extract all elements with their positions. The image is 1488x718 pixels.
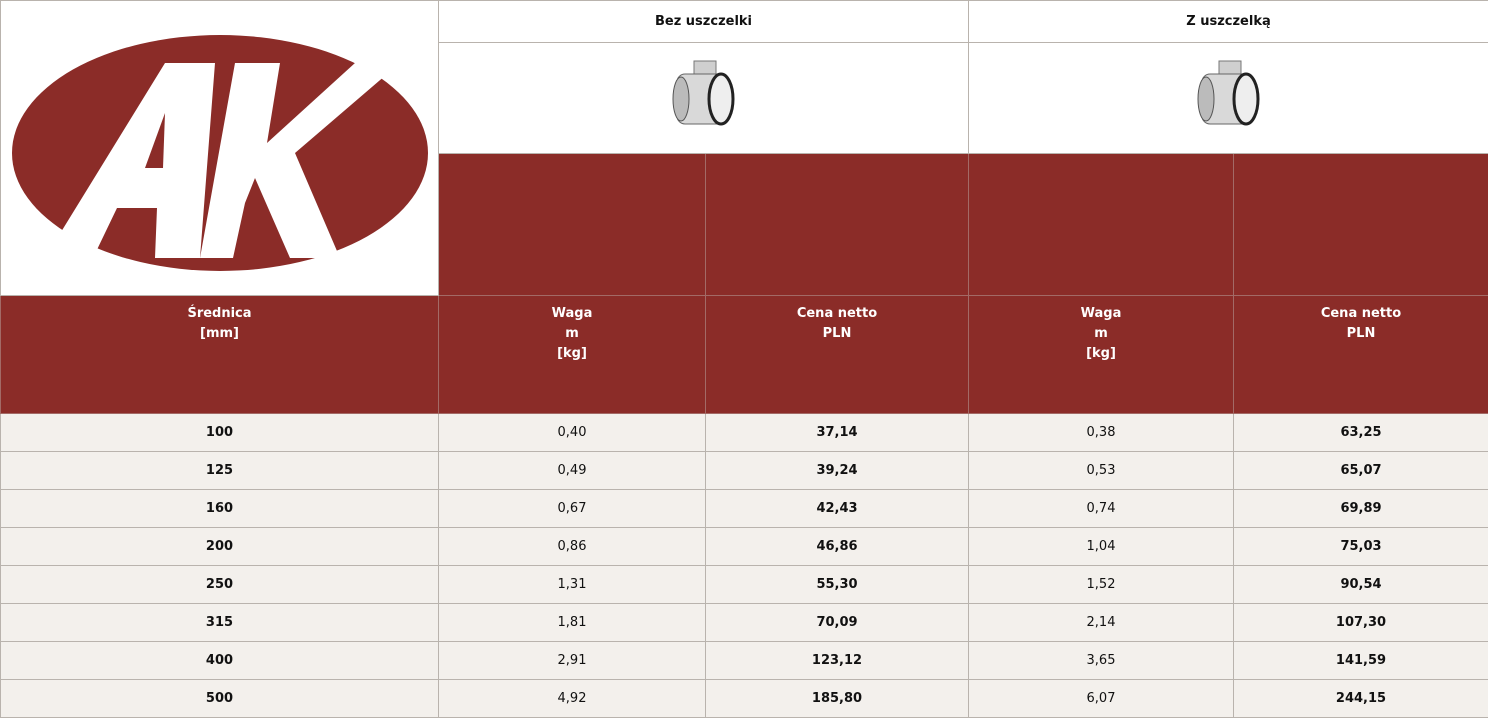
data-cell: 107,30 — [1234, 604, 1488, 642]
data-cell: 90,54 — [1234, 566, 1488, 604]
data-cell: 6,07 — [969, 680, 1234, 718]
group-header: Bez uszczelki — [439, 1, 969, 43]
logo-cell — [1, 1, 439, 296]
header-line: [kg] — [969, 344, 1233, 364]
data-cell: 55,30 — [706, 566, 969, 604]
data-cell: 0,49 — [439, 452, 706, 490]
product-image — [1194, 56, 1264, 136]
data-cell: 123,12 — [706, 642, 969, 680]
data-cell: 65,07 — [1234, 452, 1488, 490]
band-cell — [706, 154, 969, 296]
column-header: Średnica[mm] — [1, 296, 439, 414]
header-line: m — [969, 324, 1233, 344]
data-cell: 37,14 — [706, 414, 969, 452]
group-header: Z uszczelką — [969, 1, 1488, 43]
header-line: Waga — [969, 304, 1233, 324]
header-line: Cena netto — [1234, 304, 1488, 324]
data-cell: 3,65 — [969, 642, 1234, 680]
price-table: Bez uszczelki Z uszczelką — [0, 0, 1488, 718]
page: Bez uszczelki Z uszczelką — [0, 0, 1488, 711]
logo — [5, 3, 435, 289]
header-line: PLN — [1234, 324, 1488, 344]
data-cell: 200 — [1, 528, 439, 566]
data-cell: 400 — [1, 642, 439, 680]
data-cell: 2,14 — [969, 604, 1234, 642]
data-cell: 0,86 — [439, 528, 706, 566]
data-cell: 4,92 — [439, 680, 706, 718]
data-cell: 1,04 — [969, 528, 1234, 566]
band-cell — [1234, 154, 1488, 296]
data-cell: 141,59 — [1234, 642, 1488, 680]
data-cell: 1,81 — [439, 604, 706, 642]
header-line: Średnica — [1, 304, 438, 324]
data-cell: 0,67 — [439, 490, 706, 528]
data-cell: 0,38 — [969, 414, 1234, 452]
data-cell: 0,74 — [969, 490, 1234, 528]
header-line: Cena netto — [706, 304, 968, 324]
data-cell: 69,89 — [1234, 490, 1488, 528]
band-cell — [439, 154, 706, 296]
data-cell: 0,40 — [439, 414, 706, 452]
group-header-row: Bez uszczelki Z uszczelką — [1, 1, 1488, 43]
header-line: Waga — [439, 304, 705, 324]
data-cell: 1,31 — [439, 566, 706, 604]
data-cell: 75,03 — [1234, 528, 1488, 566]
header-line: m — [439, 324, 705, 344]
data-cell: 125 — [1, 452, 439, 490]
data-cell: 1,52 — [969, 566, 1234, 604]
data-cell: 42,43 — [706, 490, 969, 528]
data-cell: 63,25 — [1234, 414, 1488, 452]
product-image — [669, 56, 739, 136]
data-cell: 0,53 — [969, 452, 1234, 490]
data-cell: 46,86 — [706, 528, 969, 566]
header-line: PLN — [706, 324, 968, 344]
table-body: Bez uszczelki Z uszczelką — [1, 1, 1488, 718]
product-image-cell — [969, 43, 1488, 154]
data-cell: 100 — [1, 414, 439, 452]
data-cell: 2,91 — [439, 642, 706, 680]
data-cell: 160 — [1, 490, 439, 528]
header-line: [mm] — [1, 324, 438, 344]
data-cell: 500 — [1, 680, 439, 718]
header-line: [kg] — [439, 344, 705, 364]
data-cell: 315 — [1, 604, 439, 642]
data-cell: 244,15 — [1234, 680, 1488, 718]
product-image-cell — [439, 43, 969, 154]
data-cell: 250 — [1, 566, 439, 604]
band-cell — [969, 154, 1234, 296]
data-cell: 70,09 — [706, 604, 969, 642]
data-cell: 185,80 — [706, 680, 969, 718]
data-cell: 39,24 — [706, 452, 969, 490]
